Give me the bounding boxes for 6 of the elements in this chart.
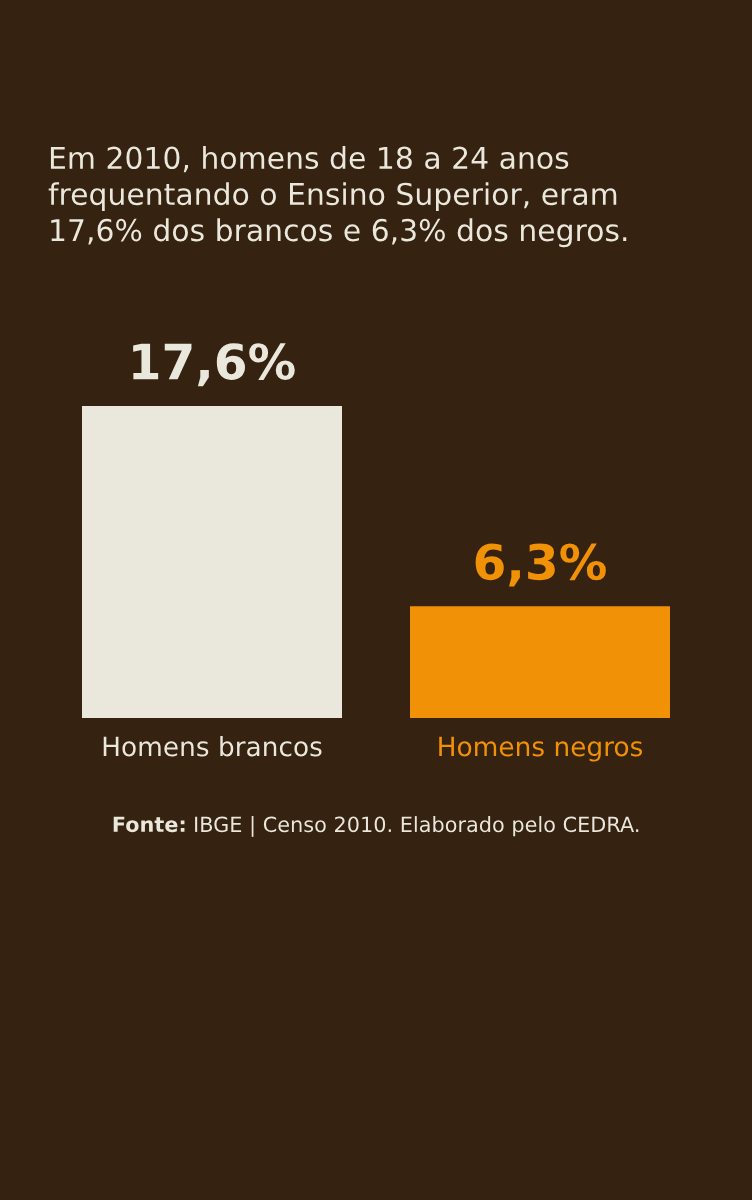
chart-title: Em 2010, homens de 18 a 24 anos frequentando o Ensino Superior, eram 17,6% dos brancos e 6,3% dos negros. bbox=[48, 146, 627, 248]
x-tick-label: Homens brancos bbox=[103, 736, 322, 757]
source-note: Fonte: IBGE | Censo 2010. Elaborado pelo CEDRA. bbox=[113, 816, 639, 837]
x-tick-label: Homens negros bbox=[439, 736, 643, 762]
data-label: 17,6% bbox=[133, 343, 295, 387]
data-label: 6,3% bbox=[475, 543, 606, 587]
